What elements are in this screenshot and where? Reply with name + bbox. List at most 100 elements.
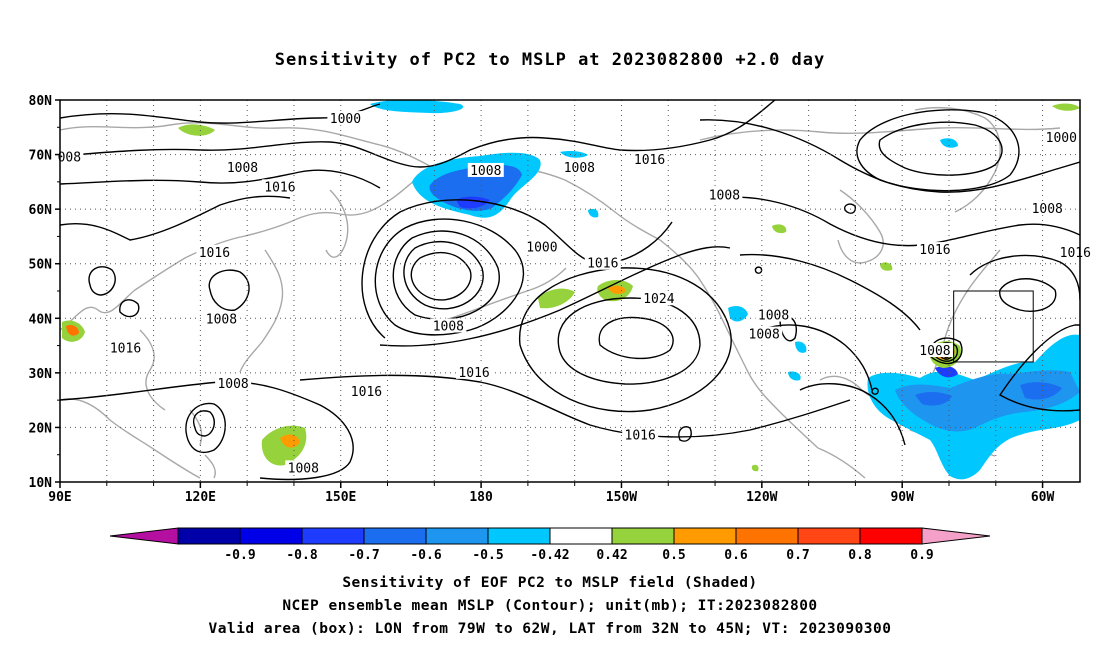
shade-pos-arctic-east (1052, 103, 1080, 111)
caption-valid-area: Valid area (box): LON from 79W to 62W, L… (208, 621, 892, 637)
coastline-south-asia (60, 398, 201, 479)
contour-low-5 (361, 199, 673, 339)
contour-label-bg (285, 460, 322, 475)
grid-lines (60, 100, 1080, 482)
contour-east-2 (719, 196, 1080, 247)
lat-tick-label: 30N (29, 367, 53, 382)
lat-tick-label: 60N (29, 203, 53, 218)
contour-north-3 (60, 169, 381, 189)
shade-pos-india-core (66, 324, 79, 336)
contour-label-bg (523, 239, 560, 254)
lon-tick-label: 90E (48, 490, 71, 505)
contour-label: 1008 (749, 328, 780, 343)
colorbar-label: -0.7 (348, 548, 379, 563)
shade-neg-small-3 (940, 138, 958, 148)
colorbar-swatch (611, 527, 675, 545)
contour-label-bg (1029, 201, 1066, 216)
coastline-japan (239, 249, 284, 373)
contour-local-10 (119, 299, 140, 318)
shade-neg-small-4 (728, 306, 748, 322)
contour-low-1 (410, 251, 472, 301)
colorbar-swatch (363, 527, 427, 545)
contour-label-bg (261, 179, 298, 194)
contour-low-6 (379, 246, 731, 347)
contour-label: 1016 (634, 153, 665, 168)
shade-pos-siberia (178, 124, 215, 136)
contour-label: 1016 (919, 243, 950, 258)
colorbar-swatch (797, 527, 861, 545)
colorbar-label: 0.5 (662, 548, 685, 563)
longitude-axis: 90E 120E 150E 180 150W 120W 90W 60W (48, 482, 1054, 505)
colorbar-swatch (177, 527, 241, 545)
contour-label-bg (706, 187, 743, 202)
valid-area-box (953, 290, 1034, 363)
lon-tick-label: 120W (746, 490, 777, 505)
contour-label-bg (456, 364, 493, 379)
shade-neg-small-5 (795, 341, 807, 353)
contour-label-bg (107, 340, 144, 355)
shade-neg-near-box (935, 366, 958, 378)
latitude-axis: 80N 70N 60N 50N 40N 30N 20N 10N (29, 94, 60, 491)
colorbar-label: -0.42 (530, 548, 569, 563)
colorbar-label: -0.6 (410, 548, 441, 563)
coastline-na-west (659, 239, 819, 449)
caption-shading: Sensitivity of EOF PC2 to MSLP field (Sh… (342, 575, 758, 591)
lon-tick-label: 150W (606, 490, 637, 505)
contour-label: 1008 (919, 344, 950, 359)
contour-east-3 (739, 253, 921, 331)
shade-neg-arctic (370, 100, 464, 114)
contour-low-3 (392, 230, 500, 320)
colorbar-swatch (859, 527, 923, 545)
colorbar-label: -0.9 (224, 548, 255, 563)
contour-atlantic-1 (999, 278, 1057, 312)
colorbar-swatch (239, 527, 303, 545)
pressure-contours (60, 100, 1080, 481)
contour-label-bg (348, 383, 385, 398)
coastline-aleutians (439, 267, 567, 323)
coastline-greenland (914, 106, 1001, 213)
contour-label: 1016 (587, 257, 618, 272)
contour-label-bg (755, 307, 792, 322)
lon-tick-label: 90W (890, 490, 914, 505)
contour-label-bg (224, 160, 261, 175)
colorbar-low-triangle (109, 527, 179, 545)
contour-label: 1016 (199, 246, 230, 261)
contour-label-bg (1043, 130, 1080, 145)
colorbar-swatch (487, 527, 551, 545)
coastline-hudson-bay (837, 189, 884, 264)
shade-pos-west-pacific (261, 425, 307, 466)
contour-label: 1016 (625, 429, 656, 444)
contour-label: 1008 (206, 312, 237, 327)
contour-label-bg (916, 242, 953, 257)
shade-pos-canada-1 (772, 224, 787, 234)
contour-label: 1008 (227, 161, 258, 176)
contour-1016-mid (60, 195, 291, 241)
contour-label: 1000 (526, 240, 557, 255)
shade-neg-small-6 (788, 371, 801, 381)
contour-local-3 (88, 266, 116, 296)
contour-high-2 (557, 297, 701, 385)
shade-neg-small-1 (560, 151, 588, 158)
contour-local-2 (185, 402, 226, 454)
lat-tick-label: 20N (29, 421, 53, 436)
contour-label: 1008 (217, 377, 248, 392)
contour-label: 1008 (709, 189, 740, 204)
coastline-canada-north (699, 126, 1061, 141)
colorbar-label: -0.5 (472, 548, 503, 563)
colorbar-swatch (735, 527, 799, 545)
contour-atlantic-3 (969, 254, 1080, 301)
shade-pos-pacific-2-core (608, 285, 626, 295)
contour-local-5 (678, 426, 692, 442)
contour-label-bg (631, 152, 668, 167)
contour-greenland-2 (856, 109, 1020, 192)
contour-north-2 (60, 100, 776, 168)
contour-label: 1016 (110, 341, 141, 356)
contour-label: 1016 (1060, 246, 1091, 261)
contour-label: 1016 (264, 180, 295, 195)
contour-label: 1000 (330, 112, 361, 127)
contour-label-bg (430, 318, 467, 333)
contour-1016-south (299, 374, 851, 438)
colorbar-labels: -0.9 -0.8 -0.7 -0.6 -0.5 -0.42 0.42 0.5 0.6 0.7 0.… (224, 548, 933, 563)
contour-label-bg (584, 255, 621, 270)
contour-label: 1008 (758, 309, 789, 324)
